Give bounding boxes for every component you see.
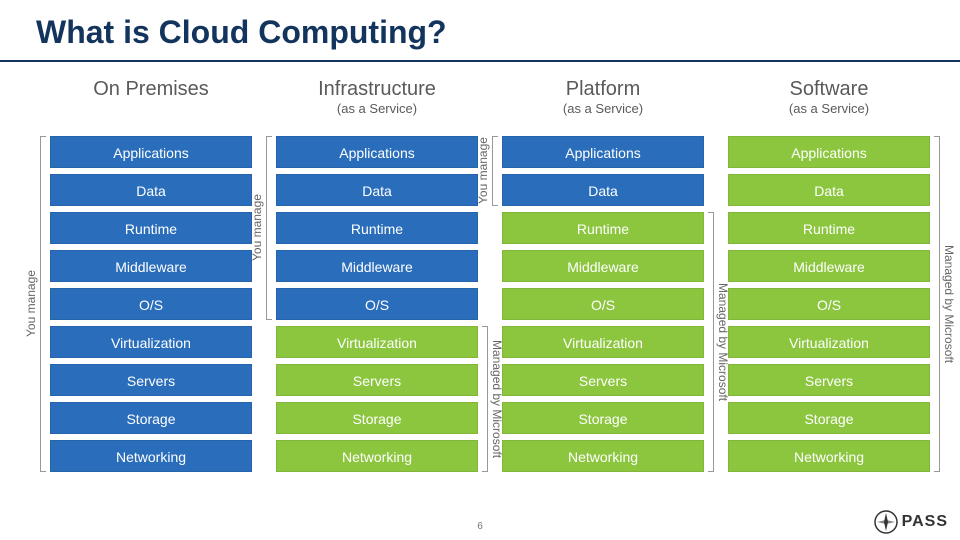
layer-stack: Applications Data Runtime Middleware O/S Virt… bbox=[276, 136, 478, 472]
layer-item: Middleware bbox=[276, 250, 478, 282]
column-title: Infrastructure bbox=[276, 78, 478, 101]
layer-item: Applications bbox=[728, 136, 930, 168]
you-manage-label: You manage bbox=[250, 136, 264, 320]
pass-logo: PASS bbox=[874, 510, 948, 534]
logo-text: PASS bbox=[902, 513, 948, 531]
layer-item: Servers bbox=[502, 364, 704, 396]
layer-item: Data bbox=[50, 174, 252, 206]
layer-item: Runtime bbox=[276, 212, 478, 244]
layer-item: Middleware bbox=[50, 250, 252, 282]
layer-item: O/S bbox=[276, 288, 478, 320]
layer-item: Middleware bbox=[728, 250, 930, 282]
managed-by-bracket bbox=[482, 326, 488, 472]
layer-item: Virtualization bbox=[50, 326, 252, 358]
you-manage-bracket bbox=[40, 136, 46, 472]
managed-by-bracket bbox=[934, 136, 940, 472]
layer-stack: Applications Data Runtime Middleware O/S Virt… bbox=[50, 136, 252, 472]
layer-item: Servers bbox=[728, 364, 930, 396]
layer-item: Runtime bbox=[502, 212, 704, 244]
column-header: Platform(as a Service) bbox=[502, 78, 704, 130]
column-title: Software bbox=[728, 78, 930, 101]
page-title: What is Cloud Computing? bbox=[36, 14, 447, 51]
layer-item: Virtualization bbox=[728, 326, 930, 358]
layer-item: Servers bbox=[50, 364, 252, 396]
managed-by-bracket bbox=[708, 212, 714, 472]
layer-item: Storage bbox=[50, 402, 252, 434]
layer-item: Storage bbox=[502, 402, 704, 434]
column-subtitle: (as a Service) bbox=[502, 101, 704, 116]
layer-item: O/S bbox=[728, 288, 930, 320]
column-2: Platform(as a Service) Applications Data Ru… bbox=[502, 78, 704, 492]
column-1: Infrastructure(as a Service) Applications… bbox=[276, 78, 478, 492]
layer-item: Storage bbox=[728, 402, 930, 434]
column-header: On Premises bbox=[50, 78, 252, 130]
layer-item: Data bbox=[276, 174, 478, 206]
layer-item: Applications bbox=[276, 136, 478, 168]
you-manage-label: You manage bbox=[476, 136, 490, 206]
layer-item: Networking bbox=[502, 440, 704, 472]
layer-item: Storage bbox=[276, 402, 478, 434]
layer-item: Networking bbox=[50, 440, 252, 472]
layer-item: Virtualization bbox=[276, 326, 478, 358]
column-0: On Premises Applications Data Runtime Middle… bbox=[50, 78, 252, 492]
column-subtitle: (as a Service) bbox=[276, 101, 478, 116]
layer-stack: Applications Data Runtime Middleware O/S Virt… bbox=[728, 136, 930, 472]
layer-item: Networking bbox=[276, 440, 478, 472]
layer-item: Data bbox=[728, 174, 930, 206]
you-manage-label: You manage bbox=[24, 136, 38, 472]
column-title: Platform bbox=[502, 78, 704, 101]
title-underline bbox=[0, 60, 960, 62]
layer-item: O/S bbox=[50, 288, 252, 320]
column-header: Software(as a Service) bbox=[728, 78, 930, 130]
layer-stack: Applications Data Runtime Middleware O/S Virt… bbox=[502, 136, 704, 472]
layer-item: O/S bbox=[502, 288, 704, 320]
column-header: Infrastructure(as a Service) bbox=[276, 78, 478, 130]
layer-item: Virtualization bbox=[502, 326, 704, 358]
layer-item: Runtime bbox=[50, 212, 252, 244]
layer-item: Applications bbox=[502, 136, 704, 168]
layer-item: Runtime bbox=[728, 212, 930, 244]
layer-item: Applications bbox=[50, 136, 252, 168]
you-manage-bracket bbox=[492, 136, 498, 206]
layer-item: Networking bbox=[728, 440, 930, 472]
managed-by-label: Managed by Microsoft bbox=[942, 136, 956, 472]
compass-icon bbox=[874, 510, 898, 534]
column-3: Software(as a Service) Applications Data Ru… bbox=[728, 78, 930, 492]
layer-item: Middleware bbox=[502, 250, 704, 282]
column-subtitle: (as a Service) bbox=[728, 101, 930, 116]
layer-item: Data bbox=[502, 174, 704, 206]
layer-item: Servers bbox=[276, 364, 478, 396]
column-title: On Premises bbox=[50, 78, 252, 101]
columns-container: On Premises Applications Data Runtime Middle… bbox=[50, 78, 930, 492]
page-number: 6 bbox=[477, 521, 483, 532]
you-manage-bracket bbox=[266, 136, 272, 320]
